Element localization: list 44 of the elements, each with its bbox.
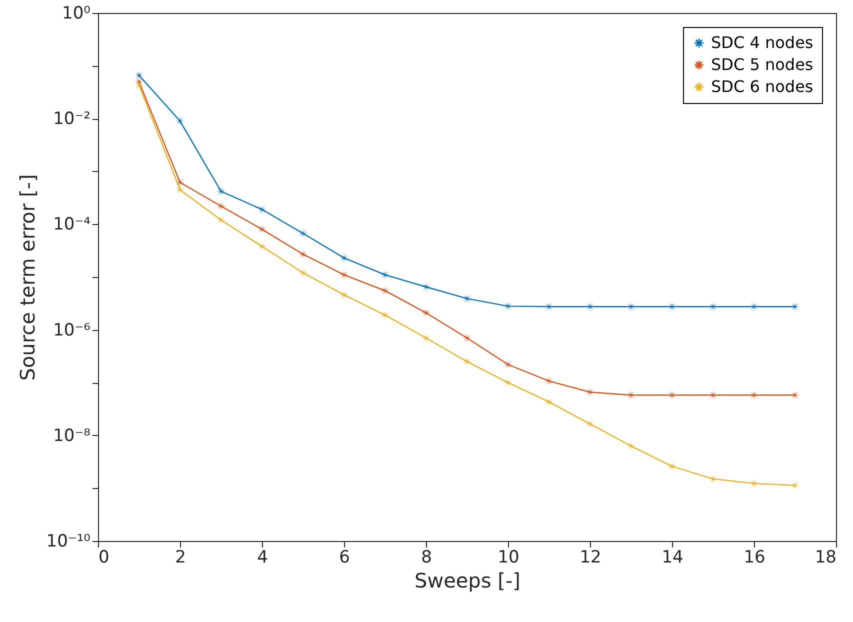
- x-tick-label: 4: [257, 548, 268, 568]
- point: [216, 186, 226, 196]
- point: [298, 228, 308, 238]
- point: [503, 301, 513, 311]
- x-tick-label: 14: [662, 548, 684, 568]
- x-tick-label: 0: [98, 548, 110, 568]
- point: [380, 270, 390, 280]
- point: [175, 178, 185, 188]
- x-tick-label: 8: [421, 548, 432, 568]
- point: [380, 286, 390, 296]
- point: [339, 270, 349, 280]
- x-tick-label: 2: [175, 548, 186, 568]
- point: [339, 290, 349, 300]
- x-tick-label: 6: [339, 548, 350, 568]
- point: [216, 201, 226, 211]
- y-tick-label: 10⁻⁸: [53, 426, 91, 446]
- x-tick-label: 10: [498, 548, 520, 568]
- y-tick-label: 10⁻¹⁰: [46, 532, 91, 552]
- point: [421, 282, 431, 292]
- point: [216, 215, 226, 225]
- y-axis-title: Source term error [-]: [15, 174, 40, 381]
- legend-label: SDC 6 nodes: [711, 77, 814, 96]
- x-axis-title: Sweeps [-]: [414, 568, 520, 592]
- point: [257, 224, 267, 234]
- y-tick-label: 10⁻⁶: [53, 320, 91, 340]
- point: [175, 116, 185, 126]
- x-tick-label: 12: [580, 548, 602, 568]
- point: [503, 360, 513, 370]
- point: [667, 462, 677, 472]
- legend-label: SDC 5 nodes: [711, 55, 814, 74]
- point: [298, 268, 308, 278]
- point: [298, 249, 308, 259]
- x-tick-label: 16: [744, 548, 766, 568]
- legend-label: SDC 4 nodes: [711, 33, 814, 52]
- y-tick-label: 10⁻⁴: [53, 214, 91, 235]
- point: [134, 80, 144, 90]
- point: [421, 308, 431, 318]
- x-tick-label: 18: [814, 548, 836, 568]
- y-tick-label: 10⁰: [62, 4, 91, 24]
- y-tick-label: 10⁻²: [53, 109, 90, 130]
- point: [626, 441, 636, 451]
- point: [257, 242, 267, 252]
- point: [175, 184, 185, 194]
- point: [134, 70, 144, 80]
